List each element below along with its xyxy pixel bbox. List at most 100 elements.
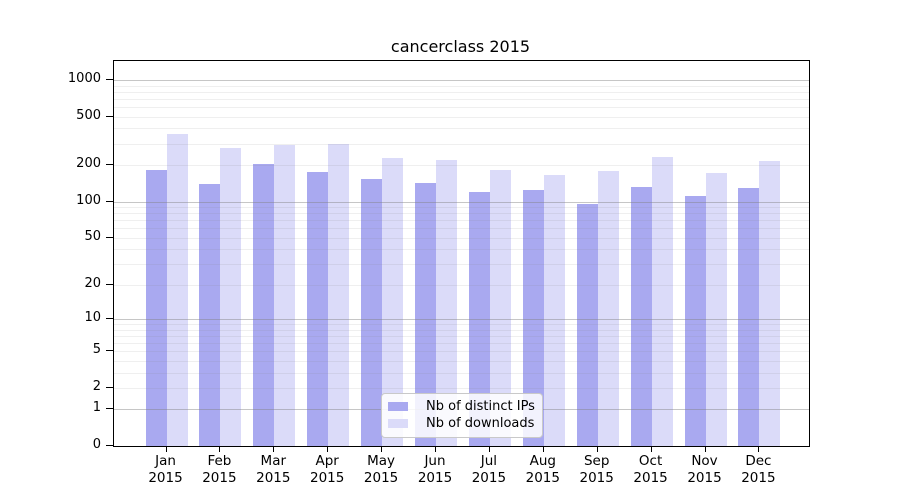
gridline-minor (114, 165, 809, 166)
bar-distinct-ips-jan (145, 170, 167, 446)
y-tick-mark (106, 164, 113, 165)
bar-distinct-ips-apr (307, 171, 329, 446)
x-tick-label-dec: Dec 2015 (730, 453, 786, 487)
bar-distinct-ips-dec (738, 188, 760, 446)
legend-swatch-icon (388, 419, 408, 428)
legend-label: Nb of distinct IPs (426, 399, 535, 414)
y-tick-label: 10 (84, 310, 101, 325)
gridline-minor (114, 143, 809, 145)
y-tick-label: 0 (92, 437, 101, 452)
bar-downloads-dec (759, 161, 781, 446)
x-tick-label-jan: Jan 2015 (138, 453, 194, 487)
bar-downloads-aug (543, 175, 565, 446)
gridline-minor (114, 107, 809, 108)
gridline-minor (114, 116, 809, 118)
y-tick-mark (106, 236, 113, 238)
x-tick-month: Nov (691, 453, 718, 469)
x-tick-year: 2015 (579, 470, 614, 486)
bar-distinct-ips-oct (630, 186, 652, 446)
bar-distinct-ips-nov (684, 196, 706, 446)
x-tick-year: 2015 (741, 470, 776, 486)
x-tick-month: Jul (480, 453, 498, 469)
x-tick-mark (165, 446, 167, 452)
x-tick-label-apr: Apr 2015 (299, 453, 355, 487)
x-tick-mark (435, 446, 436, 452)
x-tick-year: 2015 (148, 470, 183, 486)
gridline-minor (114, 98, 809, 100)
legend-label: Nb of downloads (426, 416, 535, 431)
x-tick-mark (758, 446, 760, 452)
x-tick-label-sep: Sep 2015 (569, 453, 625, 487)
bar-downloads-may (382, 157, 404, 446)
x-tick-label-mar: Mar 2015 (245, 453, 301, 487)
gridline-minor (114, 128, 809, 130)
x-tick-mark (219, 446, 221, 452)
y-tick-mark (106, 283, 113, 285)
x-tick-month: May (367, 453, 396, 469)
x-tick-label-oct: Oct 2015 (623, 453, 679, 487)
bar-downloads-apr (328, 143, 350, 446)
bar-distinct-ips-jul (468, 191, 490, 446)
y-tick-label: 100 (76, 192, 101, 208)
gridline-minor (114, 85, 809, 87)
bar-downloads-jul (489, 170, 511, 446)
x-tick-month: Oct (638, 453, 663, 469)
chart-title: cancerclass 2015 (390, 37, 531, 56)
plot-area: Nb of distinct IPs Nb of downloads (113, 60, 810, 447)
x-tick-year: 2015 (633, 470, 668, 486)
x-tick-month: Apr (315, 453, 339, 469)
x-tick-year: 2015 (310, 470, 345, 486)
y-tick-label: 20 (84, 275, 101, 291)
bar-downloads-feb (220, 148, 242, 446)
y-tick-label: 1 (92, 400, 101, 416)
x-tick-mark (488, 446, 490, 452)
bar-distinct-ips-aug (522, 190, 544, 446)
gridline-major (114, 79, 809, 81)
x-tick-mark (381, 446, 383, 452)
gridline-minor (114, 91, 809, 93)
x-tick-mark (650, 446, 652, 452)
bar-distinct-ips-mar (253, 164, 275, 446)
bar-downloads-nov (705, 172, 727, 446)
y-tick-mark (106, 115, 113, 117)
bar-distinct-ips-jun (415, 183, 436, 446)
legend: Nb of distinct IPs Nb of downloads (381, 393, 543, 438)
x-tick-mark (327, 446, 329, 452)
x-tick-month: Feb (207, 453, 232, 469)
bar-distinct-ips-may (361, 179, 383, 446)
x-tick-label-nov: Nov 2015 (677, 453, 733, 487)
y-tick-mark (106, 350, 113, 352)
y-tick-label: 200 (76, 156, 101, 171)
bar-downloads-mar (274, 145, 296, 446)
x-tick-label-feb: Feb 2015 (191, 453, 247, 487)
bar-downloads-jun (436, 160, 457, 446)
legend-swatch-icon (388, 402, 408, 411)
y-tick-label: 2 (92, 378, 101, 394)
y-tick-label: 50 (84, 228, 101, 244)
x-tick-month: Jan (155, 453, 176, 469)
x-tick-month: Mar (260, 453, 287, 469)
x-tick-month: Aug (529, 453, 556, 469)
x-tick-label-may: May 2015 (353, 453, 409, 487)
y-tick-mark (106, 78, 113, 80)
bar-distinct-ips-feb (199, 183, 221, 446)
y-tick-label: 500 (76, 107, 101, 123)
bar-downloads-sep (597, 171, 619, 446)
x-tick-mark (273, 446, 275, 452)
x-tick-year: 2015 (525, 470, 560, 486)
x-tick-label-jun: Jun 2015 (407, 453, 463, 487)
y-tick-mark (106, 408, 113, 410)
x-tick-year: 2015 (471, 470, 507, 486)
x-tick-mark (542, 446, 544, 452)
x-tick-mark (704, 446, 706, 452)
legend-item: Nb of distinct IPs (382, 398, 542, 415)
y-tick-label: 1000 (67, 70, 101, 86)
x-tick-month: Dec (745, 453, 772, 469)
y-tick-mark (106, 200, 113, 202)
bar-downloads-jan (166, 134, 188, 446)
legend-item: Nb of downloads (382, 415, 542, 432)
x-tick-mark (596, 446, 598, 452)
bar-distinct-ips-sep (576, 204, 598, 446)
y-tick-mark (106, 318, 113, 319)
